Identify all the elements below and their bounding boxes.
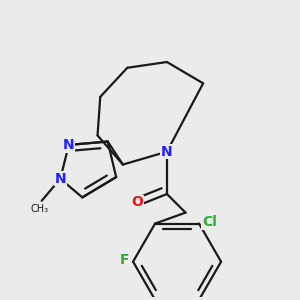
Text: F: F	[120, 253, 129, 267]
Text: N: N	[161, 145, 173, 159]
Text: N: N	[55, 172, 66, 186]
Text: Cl: Cl	[202, 215, 217, 229]
Text: O: O	[131, 196, 143, 209]
Text: N: N	[63, 138, 75, 152]
Text: CH₃: CH₃	[31, 204, 49, 214]
